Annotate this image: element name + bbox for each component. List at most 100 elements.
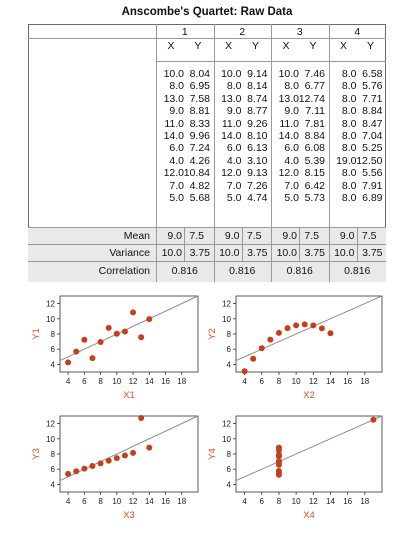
data-point — [65, 470, 72, 477]
table-cell: 8.0 — [341, 142, 357, 155]
table-col-x-label: X — [339, 40, 347, 52]
data-point — [275, 329, 282, 336]
table-cell: 8.84 — [362, 105, 383, 118]
table-cell: 12.0 — [163, 167, 184, 180]
table-cell: 7.11 — [305, 105, 325, 118]
y-tick-label: 10 — [222, 435, 231, 444]
table-cell: 9.13 — [247, 167, 268, 180]
table-cell: 7.91 — [362, 179, 383, 192]
x-tick-label: 18 — [360, 377, 369, 386]
table-row-divider — [28, 227, 386, 228]
table-cell: 5.0 — [169, 192, 184, 204]
x-tick-label: 12 — [129, 497, 138, 506]
table-col-x-label: X — [167, 40, 175, 52]
data-point — [105, 324, 112, 331]
y-tick-label: 8 — [227, 450, 232, 459]
table-cell: 4.74 — [247, 192, 268, 204]
table-cell: 8.84 — [304, 130, 325, 142]
table-cell: 10.84 — [183, 167, 210, 180]
data-table: 1 X Y 10.0 8.04 8.0 6.95 13.0 7.58 9.0 8.81 11.0 8.3… — [28, 24, 386, 282]
table-mean-x: 9.0 — [282, 230, 297, 242]
table-col-divider — [271, 24, 272, 282]
table-cell: 7.0 — [226, 179, 242, 192]
y-tick-label: 6 — [51, 465, 56, 474]
table-cell: 6.0 — [226, 142, 242, 155]
y-tick-label: 8 — [51, 330, 56, 339]
table-var-x: 10.0 — [161, 247, 182, 259]
table-cell: 6.08 — [304, 142, 325, 155]
plot-frame — [235, 295, 383, 373]
table-cell: 10.0 — [221, 68, 242, 80]
table-col-y-label: Y — [366, 40, 374, 52]
x-tick-label: 14 — [145, 377, 154, 386]
x-tick-label: 10 — [292, 377, 301, 386]
scatter-plot-2: 4 6 8 10 12 14 16 18 4 6 8 10 12 X2 Y2 — [207, 295, 383, 401]
table-cell: 6.58 — [362, 68, 383, 80]
x-axis-label: X1 — [123, 390, 135, 401]
table-var-y: 3.75 — [247, 247, 268, 259]
y-axis-label: Y2 — [207, 328, 218, 340]
table-cell: 5.39 — [304, 154, 325, 167]
data-point — [113, 455, 120, 462]
x-tick-label: 16 — [161, 377, 170, 386]
data-point — [73, 468, 80, 475]
data-point — [250, 355, 257, 362]
table-col-x-label: X — [224, 40, 232, 52]
x-tick-label: 8 — [98, 497, 103, 506]
x-tick-label: 14 — [326, 497, 335, 506]
table-cell: 14.0 — [278, 130, 299, 142]
data-point — [113, 330, 120, 337]
data-point — [97, 460, 104, 467]
x-tick-label: 6 — [82, 377, 87, 386]
table-cell: 8.74 — [247, 92, 268, 105]
table-row-divider — [28, 261, 386, 262]
table-cell: 7.24 — [189, 142, 210, 155]
table-cell: 4.0 — [284, 154, 299, 167]
table-cell: 6.42 — [304, 179, 325, 192]
x-tick-label: 14 — [145, 497, 154, 506]
data-point — [146, 316, 153, 323]
table-cell: 7.46 — [304, 68, 325, 80]
data-point — [130, 309, 137, 316]
table-cell: 5.25 — [362, 142, 383, 155]
table-header-rule — [156, 61, 386, 62]
data-point — [130, 449, 137, 456]
table-cell: 5.56 — [362, 167, 383, 180]
table-cell: 8.0 — [341, 80, 357, 93]
table-mean-y: 7.5 — [304, 230, 319, 242]
table-cell: 8.0 — [341, 92, 357, 105]
data-point — [327, 330, 334, 337]
table-cell: 6.89 — [362, 192, 383, 204]
data-point — [267, 336, 274, 343]
table-cell: 6.0 — [284, 142, 299, 155]
y-tick-label: 4 — [51, 480, 56, 489]
plot-frame — [59, 415, 199, 493]
table-cell: 5.76 — [362, 80, 383, 93]
x-tick-label: 12 — [309, 497, 318, 506]
x-tick-label: 16 — [343, 497, 352, 506]
y-tick-label: 12 — [46, 300, 55, 309]
y-tick-label: 6 — [51, 345, 56, 354]
table-correlation: 0.816 — [229, 265, 256, 277]
table-xy-divider — [241, 227, 243, 261]
data-point — [97, 338, 104, 345]
x-tick-label: 10 — [292, 497, 301, 506]
table-cell: 7.0 — [284, 179, 299, 192]
table-xy-divider — [356, 227, 358, 261]
table-cell: 8.15 — [304, 167, 325, 180]
table-cell: 9.14 — [247, 68, 268, 80]
mean-label: Mean — [123, 230, 150, 242]
data-point — [138, 414, 145, 421]
y-tick-label: 8 — [227, 330, 232, 339]
table-col-divider — [213, 24, 215, 282]
table-cell: 14.0 — [163, 130, 184, 142]
data-point — [293, 322, 300, 329]
table-mean-y: 7.5 — [246, 230, 262, 242]
data-point — [275, 469, 282, 476]
x-tick-label: 4 — [242, 377, 247, 386]
x-tick-label: 18 — [177, 377, 186, 386]
data-point — [81, 336, 88, 343]
y-tick-label: 8 — [51, 450, 56, 459]
data-point — [301, 321, 308, 328]
x-tick-label: 4 — [66, 497, 71, 506]
